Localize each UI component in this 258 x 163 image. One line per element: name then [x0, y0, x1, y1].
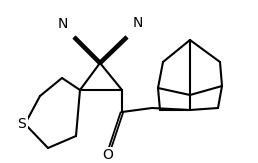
Text: N: N — [58, 17, 68, 31]
Text: N: N — [133, 16, 143, 30]
Text: O: O — [103, 148, 114, 162]
Text: S: S — [18, 117, 26, 131]
